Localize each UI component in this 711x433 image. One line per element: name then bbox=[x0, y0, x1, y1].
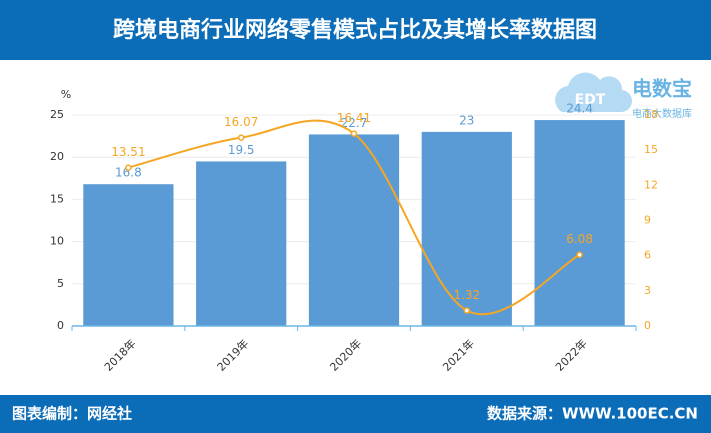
y2-tick-label: 9 bbox=[644, 214, 651, 227]
logo-cloud bbox=[555, 72, 633, 113]
y-tick-label: 10 bbox=[50, 235, 64, 248]
y-tick-label: 5 bbox=[57, 277, 64, 290]
bar-value-label: 19.5 bbox=[228, 143, 255, 157]
y-tick-label: 20 bbox=[50, 150, 64, 163]
y2-tick-label: 18 bbox=[644, 108, 658, 121]
bar-value-label: 16.8 bbox=[115, 166, 142, 180]
logo-mark: EDT bbox=[575, 92, 606, 108]
y-tick-label: 15 bbox=[50, 192, 64, 205]
footer-band bbox=[0, 395, 711, 433]
y-tick-label: 25 bbox=[50, 108, 64, 121]
title: 跨境电商行业网络零售模式占比及其增长率数据图 bbox=[113, 17, 597, 43]
bar-value-label: 24.4 bbox=[566, 102, 593, 116]
y2-tick-label: 12 bbox=[644, 178, 658, 191]
footer-left: 图表编制：网经社 bbox=[12, 405, 132, 423]
line-point bbox=[463, 307, 471, 314]
y2-tick-label: 6 bbox=[644, 249, 651, 262]
line-value-label: 16.41 bbox=[337, 111, 371, 125]
line-value-label: 13.51 bbox=[111, 145, 145, 159]
header-band bbox=[0, 0, 711, 60]
y-axis-label: % bbox=[61, 88, 71, 101]
bar bbox=[421, 131, 512, 326]
y2-tick-label: 0 bbox=[644, 319, 651, 332]
logo-tagline: 电商大数据库 bbox=[632, 107, 692, 120]
footer-right: 数据来源：WWW.100EC.CN bbox=[487, 405, 698, 423]
line-point bbox=[125, 164, 132, 171]
y2-tick-label: 15 bbox=[644, 143, 658, 156]
logo: EDT 电数宝 电商大数据库 bbox=[555, 72, 692, 120]
line-point bbox=[350, 130, 358, 137]
y2-tick-label: 3 bbox=[644, 284, 651, 297]
line-value-label: 1.32 bbox=[453, 288, 480, 302]
line-value-label: 6.08 bbox=[566, 232, 593, 246]
line-point bbox=[237, 134, 245, 141]
logo-name: 电数宝 bbox=[632, 77, 692, 101]
line bbox=[128, 119, 581, 316]
bar bbox=[83, 184, 174, 326]
line-point bbox=[576, 251, 583, 258]
bar bbox=[308, 134, 400, 326]
bar bbox=[196, 161, 287, 326]
bar bbox=[534, 120, 625, 327]
bar-value-label: 23 bbox=[459, 113, 474, 127]
y-tick-label: 0 bbox=[57, 319, 64, 332]
bar-value-label: 22.7 bbox=[341, 116, 368, 130]
line-value-label: 16.07 bbox=[224, 115, 258, 129]
